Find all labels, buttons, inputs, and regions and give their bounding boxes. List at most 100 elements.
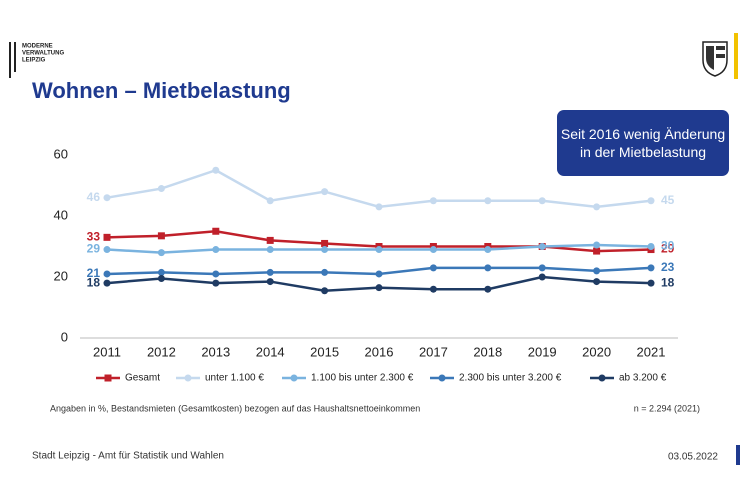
data-point	[593, 267, 601, 275]
data-point	[429, 197, 437, 205]
data-point	[212, 270, 220, 278]
data-label: 21	[87, 266, 101, 280]
data-point	[157, 185, 165, 193]
data-point	[321, 287, 329, 295]
data-point	[157, 275, 165, 283]
data-label: 18	[661, 275, 675, 289]
data-point	[103, 279, 111, 287]
x-tick-label: 2016	[365, 344, 394, 359]
data-point	[157, 249, 165, 257]
x-tick-label: 2020	[582, 344, 611, 359]
data-point	[212, 227, 220, 235]
data-label: 46	[87, 190, 101, 204]
data-point	[429, 285, 437, 293]
logo-text: LEIPZIG	[22, 58, 46, 64]
x-tick-label: 2015	[310, 344, 339, 359]
data-point	[321, 268, 329, 276]
data-point	[266, 268, 274, 276]
footer-text: Stadt Leipzig - Amt für Statistik und Wa…	[32, 451, 224, 462]
y-tick-label: 40	[54, 207, 68, 222]
shield-part	[716, 46, 725, 50]
data-point	[484, 285, 492, 293]
data-point	[538, 264, 546, 272]
data-point	[484, 197, 492, 205]
data-point	[647, 243, 655, 250]
legend-label: Gesamt	[125, 373, 160, 384]
logo: MODERNE VERWALTUNG LEIPZIG	[9, 42, 64, 78]
y-tick-label: 60	[54, 146, 68, 161]
data-point	[321, 246, 329, 254]
data-point	[157, 268, 165, 276]
y-tick-label: 20	[54, 268, 68, 283]
data-label: 18	[87, 275, 101, 289]
data-point	[266, 278, 274, 286]
data-point	[266, 246, 274, 254]
data-point	[212, 279, 220, 287]
shield-part	[706, 46, 714, 70]
data-point	[593, 203, 601, 211]
data-point	[429, 246, 437, 254]
data-point	[647, 279, 655, 287]
data-point	[647, 264, 655, 272]
accent-bar	[734, 33, 738, 79]
data-point	[538, 243, 546, 250]
data-point	[103, 246, 111, 254]
data-point	[375, 270, 383, 278]
data-point	[593, 278, 601, 286]
data-point	[538, 273, 546, 281]
logo-text: MODERNE	[22, 44, 53, 50]
data-point	[103, 233, 111, 241]
legend-marker	[438, 374, 446, 382]
legend-marker	[598, 374, 606, 382]
data-point	[103, 194, 111, 202]
footer-date: 03.05.2022	[668, 452, 718, 463]
data-label: 45	[661, 193, 675, 207]
data-point	[538, 197, 546, 205]
data-point	[103, 270, 111, 278]
chart: 0 20 40 60 2011 2012 2013 2014 2015 2016 2017 2018 2…	[54, 146, 678, 384]
slide-title: Wohnen – Mietbelastung	[32, 78, 291, 103]
data-point	[593, 241, 601, 249]
data-point	[647, 197, 655, 205]
coat-of-arms	[702, 33, 738, 79]
data-point	[429, 264, 437, 272]
x-tick-label: 2013	[201, 344, 230, 359]
x-tick-label: 2019	[528, 344, 557, 359]
legend-marker	[184, 374, 192, 382]
data-point	[212, 246, 220, 254]
legend-marker	[104, 374, 112, 382]
x-tick-label: 2018	[473, 344, 502, 359]
data-point	[212, 166, 220, 174]
x-tick-label: 2021	[637, 344, 666, 359]
data-point	[375, 284, 383, 292]
data-point	[266, 236, 274, 244]
data-point	[321, 188, 329, 196]
callout-box	[557, 110, 729, 176]
legend-label: unter 1.100 €	[205, 373, 264, 384]
data-label: 33	[87, 230, 101, 244]
x-tick-label: 2011	[93, 344, 121, 359]
y-tick-label: 0	[61, 329, 68, 344]
footnote: Angaben in %, Bestandsmieten (Gesamtkost…	[50, 403, 420, 413]
callout-text: Seit 2016 wenig Änderung in der Mietbela…	[560, 126, 726, 160]
legend-label: 1.100 bis unter 2.300 €	[311, 373, 414, 384]
data-point	[266, 197, 274, 205]
x-tick-label: 2012	[147, 344, 176, 359]
shield-part	[716, 54, 725, 58]
data-label: 29	[661, 242, 675, 256]
data-point	[484, 264, 492, 272]
callout: Seit 2016 wenig Änderung in der Mietbela…	[560, 126, 726, 160]
data-point	[157, 232, 165, 240]
legend-label: 2.300 bis unter 3.200 €	[459, 373, 562, 384]
logo-text: VERWALTUNG	[22, 51, 64, 57]
legend-label: ab 3.200 €	[619, 373, 667, 384]
x-tick-label: 2017	[419, 344, 448, 359]
data-point	[375, 246, 383, 254]
x-tick-label: 2014	[256, 344, 285, 359]
data-point	[484, 246, 492, 254]
legend-marker	[290, 374, 298, 382]
data-point	[375, 203, 383, 211]
data-label: 30	[661, 239, 675, 253]
